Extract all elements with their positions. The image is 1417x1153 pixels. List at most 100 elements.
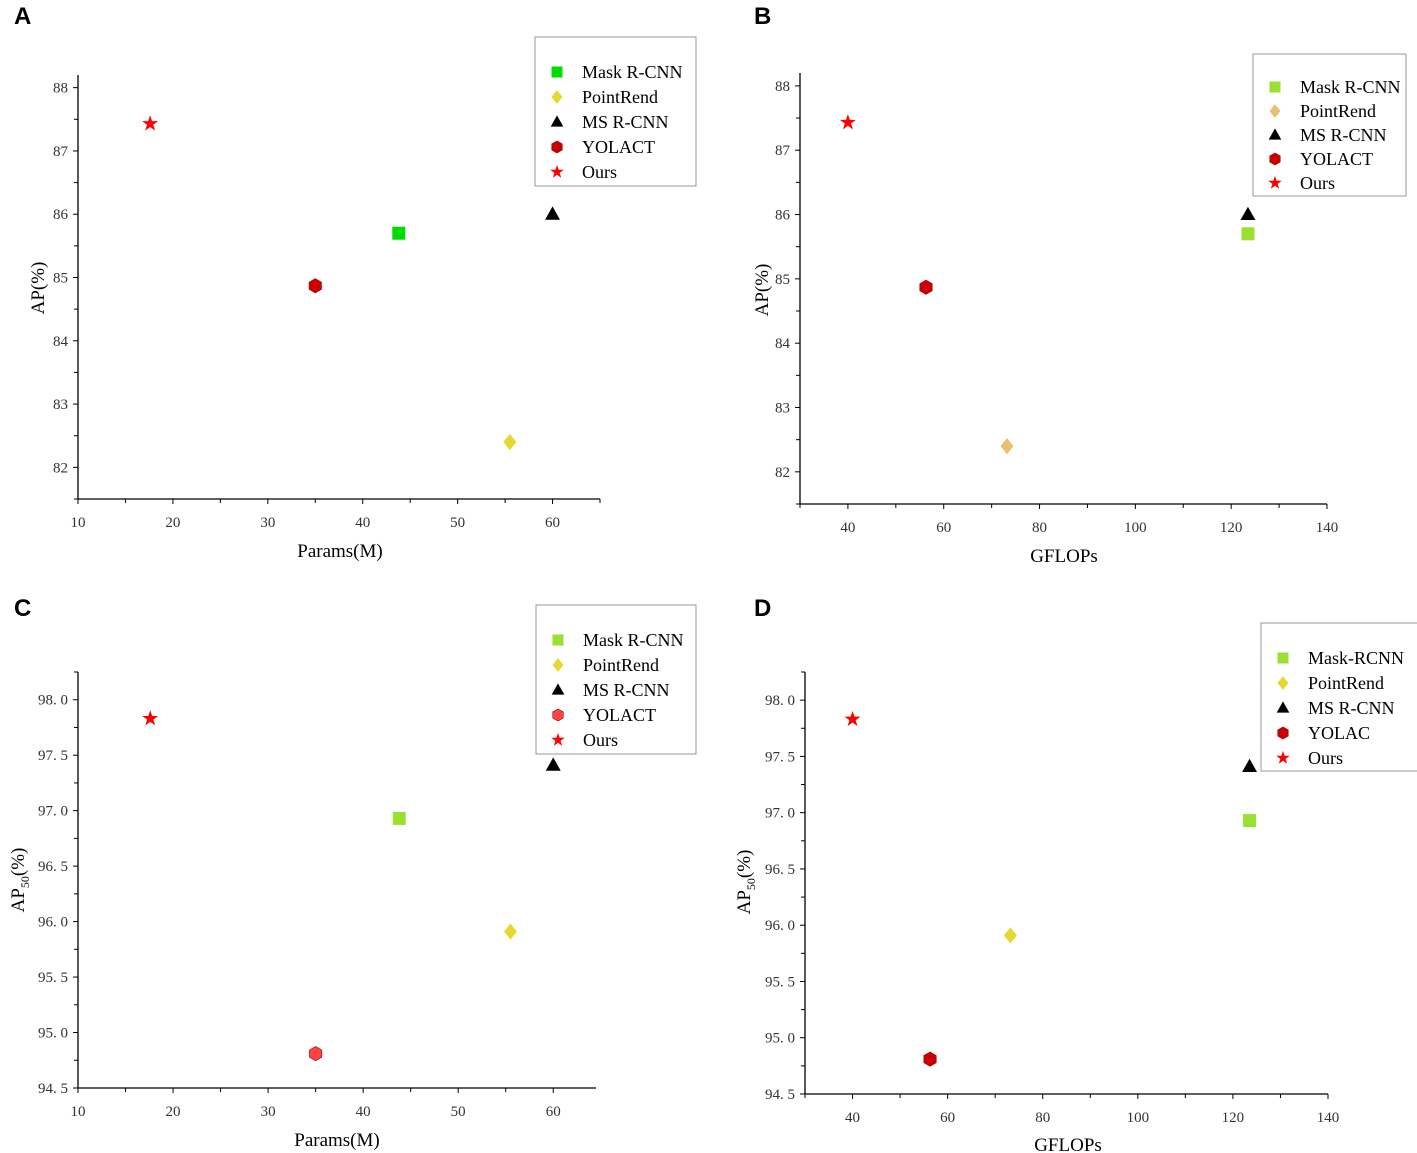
legend-label: YOLAC — [1308, 723, 1370, 743]
legend-marker-icon — [551, 732, 565, 746]
y-tick-label: 95. 0 — [38, 1026, 68, 1042]
legend-label: Mask R-CNN — [582, 62, 683, 82]
y-axis-label: AP50(%) — [8, 848, 32, 913]
y-tick-label: 96. 0 — [765, 918, 795, 934]
x-tick-label: 40 — [845, 1110, 860, 1126]
legend-label: PointRend — [582, 87, 658, 107]
y-tick-label: 98. 0 — [765, 693, 795, 709]
legend-label: MS R-CNN — [1308, 698, 1395, 718]
y-tick-label: 96. 5 — [38, 859, 68, 875]
y-tick-label: 97. 5 — [38, 748, 68, 764]
x-tick-label: 20 — [166, 1104, 181, 1120]
data-point-yolact — [919, 279, 933, 295]
x-tick-label: 10 — [71, 1104, 86, 1120]
y-tick-label: 87 — [53, 144, 69, 160]
y-axis-label-main: AP — [734, 890, 755, 914]
x-tick-label: 100 — [1127, 1110, 1150, 1126]
legend-marker-icon — [1277, 652, 1289, 664]
y-axis-label-main: AP(%) — [28, 262, 49, 315]
panel-letter: A — [14, 3, 31, 30]
x-tick-label: 40 — [355, 515, 370, 531]
x-tick-label: 140 — [1316, 520, 1339, 536]
x-tick-label: 30 — [260, 515, 275, 531]
data-point-yolact — [309, 1046, 323, 1062]
legend-box — [535, 604, 697, 755]
y-axis-label: AP(%) — [28, 262, 49, 315]
panel-c: C 10 20 30 40 50 60 94. 5 95. 0 95. 5 96. 0 96. 5 97… — [8, 595, 697, 1151]
legend-label: PointRend — [1308, 673, 1384, 693]
y-axis-label: AP50(%) — [734, 850, 758, 915]
y-axis-label-suffix: (%) — [8, 848, 29, 876]
x-tick-label: 100 — [1124, 520, 1147, 536]
panel-b: B 40 60 80 100 120 140 82 83 84 85 86 87 88 GFLOPs AP(%… — [752, 3, 1407, 567]
data-point-pointrend — [1000, 437, 1014, 455]
legend-marker-icon — [1277, 676, 1289, 690]
y-tick-label: 83 — [53, 397, 68, 413]
x-tick-label: 80 — [1035, 1110, 1050, 1126]
x-tick-label: 60 — [940, 1110, 955, 1126]
data-point-mask-r-cnn — [1241, 227, 1255, 241]
data-point-ms-r-cnn — [545, 757, 561, 771]
y-axis-label-main: AP(%) — [752, 264, 773, 317]
y-axis-label-suffix: (%) — [734, 850, 755, 878]
legend: Mask R-CNN PointRend MS R-CNN YOLACT Ours — [534, 36, 697, 187]
data-point-ours — [839, 114, 856, 130]
legend-marker-icon — [550, 115, 564, 127]
y-tick-label: 98. 0 — [38, 693, 68, 709]
legend-label: Ours — [1308, 748, 1343, 768]
panel-letter: B — [754, 3, 771, 30]
legend-marker-icon — [1276, 750, 1290, 764]
y-tick-label: 82 — [53, 460, 68, 476]
x-tick-label: 60 — [936, 520, 951, 536]
legend-marker-icon — [551, 683, 565, 695]
legend-label: PointRend — [1300, 101, 1376, 121]
y-axis-label-subscript: 50 — [18, 876, 32, 888]
data-point-ms-r-cnn — [1240, 206, 1256, 221]
x-tick-label: 50 — [451, 1104, 466, 1120]
x-tick-label: 140 — [1317, 1110, 1340, 1126]
data-point-ours — [844, 710, 861, 727]
data-point-ms-r-cnn — [545, 206, 561, 220]
legend-marker-icon — [551, 140, 563, 154]
panel-a: A 10 20 30 40 50 60 82 83 84 85 86 87 88 Params(M) AP(%… — [14, 3, 697, 562]
panel-letter: C — [14, 595, 31, 622]
panel-d: D 40 60 80 100 120 140 94. 5 95. 0 95. 5 96. 0 96. … — [734, 595, 1417, 1153]
y-tick-label: 97. 5 — [765, 749, 795, 765]
legend-marker-icon — [552, 634, 564, 646]
legend-marker-icon — [551, 66, 563, 78]
data-point-ours — [142, 115, 159, 131]
y-tick-label: 96. 0 — [38, 915, 68, 931]
data-point-yolac — [923, 1051, 937, 1067]
y-tick-label: 88 — [53, 81, 68, 97]
legend-label: PointRend — [583, 655, 659, 675]
legend-label: MS R-CNN — [1300, 125, 1387, 145]
legend-box — [1260, 622, 1417, 772]
data-point-ours — [142, 710, 159, 726]
x-tick-label: 30 — [261, 1104, 276, 1120]
y-tick-label: 95. 0 — [765, 1031, 795, 1047]
legend-marker-icon — [550, 164, 564, 178]
legend-box — [1252, 53, 1407, 197]
y-axis-label-main: AP — [8, 888, 29, 912]
data-point-yolact — [308, 278, 322, 294]
data-point-pointrend — [1003, 927, 1017, 944]
y-tick-label: 86 — [775, 208, 791, 224]
legend-label: MS R-CNN — [583, 680, 670, 700]
y-tick-label: 87 — [775, 143, 791, 159]
legend-label: Mask R-CNN — [1300, 77, 1401, 97]
x-tick-label: 50 — [450, 515, 465, 531]
legend-label: Ours — [1300, 173, 1335, 193]
data-point-mask-r-cnn — [392, 811, 406, 825]
data-point-ms-r-cnn — [1242, 758, 1258, 773]
legend-box — [534, 36, 697, 187]
x-tick-label: 60 — [546, 1104, 561, 1120]
data-point-mask-r-cnn — [392, 226, 406, 240]
legend-label: Ours — [582, 162, 617, 182]
legend-marker-icon — [1269, 81, 1281, 93]
x-tick-label: 40 — [356, 1104, 371, 1120]
legend-label: Ours — [583, 730, 618, 750]
panel-letter: D — [754, 595, 771, 622]
x-tick-label: 120 — [1220, 520, 1243, 536]
